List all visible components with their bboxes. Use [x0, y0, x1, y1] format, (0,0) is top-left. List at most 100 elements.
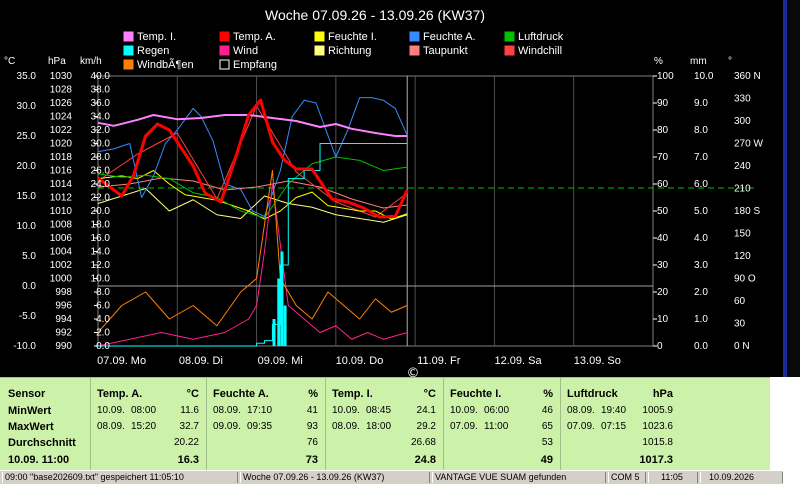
stats-column-unit: %	[308, 388, 318, 400]
axis-kmh-tick: 22.0	[91, 193, 111, 204]
axis-kmh-tick: 0.0	[96, 341, 110, 352]
axis-kmh-tick: 6.0	[96, 301, 110, 312]
axis-kmh-tick: 40.0	[91, 71, 111, 82]
series-feuchte-a-	[97, 97, 408, 217]
axis-percent-tick: 50	[657, 206, 669, 217]
axis-kmh-tick: 24.0	[91, 179, 111, 190]
axis-hpa-tick: 1006	[50, 233, 73, 244]
stats-min-time: 06:00	[484, 405, 510, 416]
stats-min-value: 1005.9	[642, 405, 673, 416]
stats-avg-value: 20.22	[173, 437, 199, 448]
series-richtung	[97, 188, 408, 223]
status-port: COM 5	[608, 472, 646, 483]
legend-label: Wind	[233, 45, 258, 57]
stats-max-value: 93	[306, 421, 318, 432]
axis-mm-tick: 3.0	[694, 260, 708, 271]
axis-mm-tick: 10.0	[694, 71, 714, 82]
legend-label: Empfang	[233, 59, 277, 71]
axis-mm-tick: 5.0	[694, 206, 708, 217]
day-label: 13.09. So	[574, 355, 621, 367]
axis-degree-tick: 30	[734, 319, 746, 330]
legend-label: Windchill	[518, 45, 562, 57]
axis-kmh-tick: 28.0	[91, 152, 111, 163]
legend-swatch	[123, 45, 134, 56]
stats-column-luftdruck: Luftdruck hPa 08.09. 19:40 1005.9 07.09. 07:15…	[560, 378, 681, 471]
legend-label: Feuchte A.	[423, 31, 476, 43]
stats-max-value: 65	[541, 421, 553, 432]
stats-column-unit: hPa	[652, 388, 673, 400]
axis-mm-tick: 9.0	[694, 98, 708, 109]
stats-current-value: 73	[305, 454, 318, 466]
axis-degree-tick: 360 N	[734, 71, 761, 82]
stats-min-time: 19:40	[601, 405, 627, 416]
axis-percent-tick: 0	[657, 341, 663, 352]
axis-percent-tick: 100	[657, 71, 674, 82]
stats-column-title: Luftdruck	[567, 388, 618, 400]
axis-percent-tick: 60	[657, 179, 669, 190]
axis-celsius-tick: 30.0	[17, 101, 37, 112]
stats-label-avg: Durchschnitt	[8, 437, 76, 449]
axis-kmh-tick: 14.0	[91, 247, 111, 258]
legend-swatch	[314, 45, 325, 56]
stats-max-time: 18:00	[366, 421, 392, 432]
stats-column-temp-i-: Temp. I. °C 10.09. 08:45 24.1 08.09. 18:00 29.2…	[325, 378, 444, 471]
axis-percent-tick: 20	[657, 287, 669, 298]
legend-swatch	[123, 59, 134, 70]
axis-hpa-tick: 1010	[50, 206, 73, 217]
stats-label-current: 10.09. 11:00	[8, 454, 70, 466]
stats-max-date: 09.09.	[213, 421, 241, 432]
legend-swatch	[409, 45, 420, 56]
stats-max-date: 07.09.	[567, 421, 595, 432]
stats-min-value: 46	[541, 405, 553, 416]
legend-label: Temp. A.	[233, 31, 276, 43]
stats-current-value: 16.3	[177, 454, 199, 466]
stats-avg-value: 26.68	[410, 437, 436, 448]
series-windchill	[97, 105, 408, 218]
unit-percent-label: %	[654, 56, 663, 67]
series-windb-en	[97, 170, 408, 333]
axis-hpa-tick: 1000	[50, 274, 73, 285]
axis-celsius-tick: 10.0	[17, 221, 37, 232]
axis-percent-tick: 10	[657, 314, 669, 325]
axis-kmh-tick: 2.0	[96, 328, 110, 339]
legend-label: Feuchte I.	[328, 31, 377, 43]
stats-min-value: 24.1	[416, 405, 436, 416]
axis-hpa-tick: 1026	[50, 98, 73, 109]
unit-degree-label: °	[728, 56, 732, 67]
axis-kmh-tick: 26.0	[91, 166, 111, 177]
legend: Temp. I. Temp. A. Feuchte I. Feuchte A. Luft…	[123, 31, 564, 71]
axis-percent-tick: 90	[657, 98, 669, 109]
stats-column-unit: °C	[186, 388, 199, 400]
stats-max-time: 15:20	[131, 421, 157, 432]
data-series	[97, 97, 409, 347]
axis-hpa-tick: 1012	[50, 193, 73, 204]
axis-hpa-tick: 1008	[50, 220, 73, 231]
stats-column-unit: °C	[423, 388, 436, 400]
axis-kmh-tick: 18.0	[91, 220, 111, 231]
axis-degree-tick: 270 W	[734, 139, 763, 150]
axis-hpa-tick: 998	[55, 287, 72, 298]
stats-max-value: 1023.6	[642, 421, 673, 432]
legend-label: Regen	[137, 45, 169, 57]
stats-current-value: 24.8	[414, 454, 436, 466]
axis-kmh-tick: 20.0	[91, 206, 111, 217]
stats-current-value: 49	[540, 454, 553, 466]
axis-kmh-tick: 12.0	[91, 260, 111, 271]
stats-column-title: Temp. A.	[97, 388, 143, 400]
weather-chart-panel: 35.0 30.0 25.0 20.0 15.0 10.0 5.0 0.0 -5.0 -10.0 1…	[0, 0, 783, 377]
stats-column-unit: %	[543, 388, 553, 400]
axis-degree-tick: 240	[734, 161, 751, 172]
series-luftdruck	[97, 156, 408, 219]
axis-percent-tick: 40	[657, 233, 669, 244]
legend-swatch	[123, 31, 134, 42]
axis-kmh-tick: 32.0	[91, 125, 111, 136]
legend-swatch	[504, 45, 515, 56]
stats-max-value: 32.7	[179, 421, 199, 432]
axis-hpa-tick: 1024	[50, 112, 73, 123]
legend-swatch	[504, 31, 515, 42]
axis-hpa-tick: 1022	[50, 125, 73, 136]
stats-column-title: Feuchte I.	[450, 388, 502, 400]
day-label: 09.09. Mi	[258, 355, 303, 367]
axis-mm-tick: 8.0	[694, 125, 708, 136]
axis-hpa-tick: 1016	[50, 166, 73, 177]
